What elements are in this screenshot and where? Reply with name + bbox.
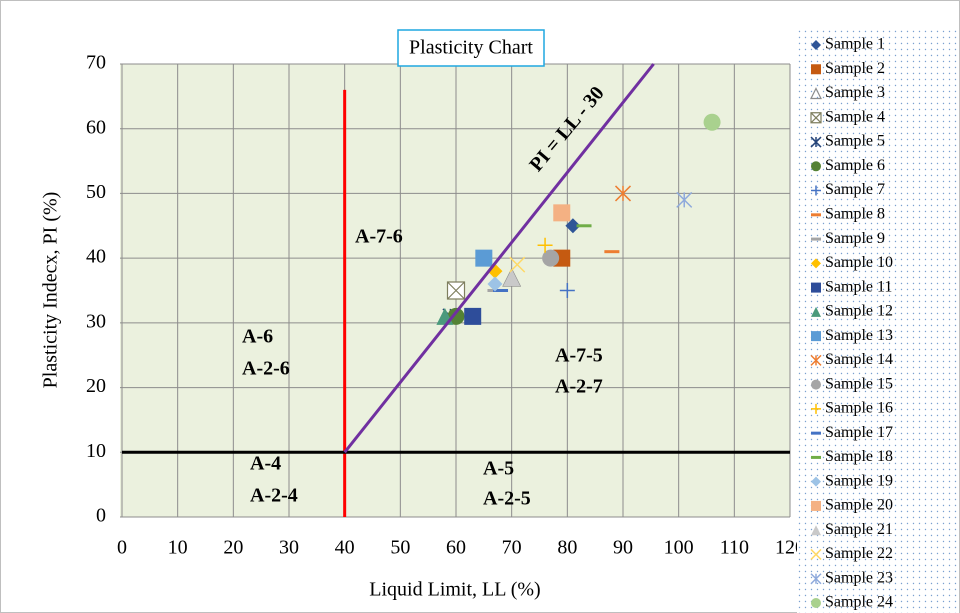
legend-marker <box>811 379 821 390</box>
y-tick-label: 60 <box>86 116 106 138</box>
legend-label: Sample 10 <box>825 254 893 271</box>
x-tick-label: 30 <box>279 537 299 559</box>
x-tick-label: 80 <box>557 537 577 559</box>
marker <box>475 249 493 267</box>
y-tick-label: 20 <box>86 375 106 397</box>
y-tick-label: 70 <box>86 52 106 74</box>
legend-marker <box>810 573 822 585</box>
zone-label: A-6 <box>242 326 273 348</box>
title-box <box>397 29 545 67</box>
legend-label: Sample 3 <box>825 84 885 101</box>
x-tick-label: 50 <box>390 537 410 559</box>
marker <box>503 269 521 287</box>
legend-marker <box>811 403 821 414</box>
legend-marker <box>811 185 821 196</box>
x-tick-label: 60 <box>446 537 466 559</box>
marker <box>487 276 503 292</box>
legend-label: Sample 14 <box>825 351 893 368</box>
x-tick-label: 0 <box>117 537 127 559</box>
legend-label: Sample 9 <box>825 230 885 247</box>
legend-label: Sample 22 <box>825 545 893 562</box>
legend-label: Sample 7 <box>825 181 885 198</box>
legend-label: Sample 1 <box>825 36 885 53</box>
zone-label: A-7-5 <box>555 345 603 367</box>
x-axis-title: Liquid Limit, LL (%) <box>369 579 540 601</box>
y-tick-label: 10 <box>86 440 106 462</box>
zone-label: A-2-5 <box>483 488 531 510</box>
legend-marker <box>811 161 821 172</box>
marker <box>559 283 575 298</box>
legend-label: Sample 13 <box>825 327 893 344</box>
legend-marker <box>811 64 821 75</box>
x-tick-label: 70 <box>502 537 522 559</box>
legend-marker <box>810 548 822 560</box>
legend-label: Sample 23 <box>825 569 893 586</box>
marker <box>676 191 693 208</box>
legend-marker <box>811 258 821 269</box>
legend-label: Sample 17 <box>825 424 893 441</box>
marker <box>446 281 466 300</box>
legend <box>797 30 959 613</box>
legend-label: Sample 19 <box>825 472 893 489</box>
chart-title: Plasticity Chart <box>409 37 533 59</box>
legend-entries: Sample 1 Sample 2 Sample 3 Sample 4 Sample 5… <box>810 36 893 611</box>
legend-label: Sample 8 <box>825 205 885 222</box>
legend-label: Sample 15 <box>825 375 893 392</box>
legend-label: Sample 16 <box>825 400 893 417</box>
legend-marker <box>810 136 822 148</box>
marker <box>542 249 560 267</box>
marker <box>537 237 553 253</box>
marker <box>553 204 571 222</box>
x-tick-label: 110 <box>720 537 749 559</box>
y-tick-label: 50 <box>86 181 106 203</box>
marker <box>509 256 526 273</box>
legend-label: Sample 20 <box>825 497 893 514</box>
zone-label: A-2-7 <box>555 376 603 398</box>
y-axis-title: Plasticity Indecx, PI (%) <box>40 192 62 389</box>
y-tick-label: 0 <box>96 505 106 527</box>
x-tick-label: 40 <box>335 537 355 559</box>
legend-label: Sample 24 <box>825 594 893 611</box>
legend-marker <box>811 525 821 536</box>
legend-marker <box>810 354 822 366</box>
legend-marker <box>811 597 821 608</box>
x-tick-label: 10 <box>168 537 188 559</box>
x-tick-label: 20 <box>223 537 243 559</box>
marker <box>565 218 581 234</box>
zone-label: A-7-6 <box>355 226 403 248</box>
zone-label: A-4 <box>250 453 281 475</box>
legend-label: Sample 18 <box>825 448 893 465</box>
marker <box>703 113 721 131</box>
x-tick-label: 90 <box>613 537 633 559</box>
legend-label: Sample 4 <box>825 108 885 125</box>
legend-label: Sample 5 <box>825 133 885 150</box>
legend-marker <box>810 87 822 100</box>
legend-marker <box>811 306 821 317</box>
marker <box>614 185 632 202</box>
legend-marker <box>811 331 821 342</box>
legend-label: Sample 21 <box>825 521 893 538</box>
legend-label: Sample 11 <box>825 278 892 295</box>
legend-marker <box>811 282 821 293</box>
legend-label: Sample 2 <box>825 60 885 77</box>
zone-label: A-5 <box>483 458 514 480</box>
legend-label: Sample 12 <box>825 303 893 320</box>
zone-label: A-2-6 <box>242 358 290 380</box>
y-tick-label: 30 <box>86 310 106 332</box>
y-tick-label: 40 <box>86 246 106 268</box>
reference-line <box>343 63 655 454</box>
legend-label: Sample 6 <box>825 157 885 174</box>
zone-label: A-2-4 <box>250 485 298 507</box>
marker <box>464 307 482 325</box>
legend-marker <box>811 476 821 487</box>
marker <box>447 307 465 325</box>
legend-marker <box>811 40 821 50</box>
legend-marker <box>811 500 821 511</box>
legend-marker <box>810 112 822 124</box>
x-tick-label: 100 <box>664 537 694 559</box>
